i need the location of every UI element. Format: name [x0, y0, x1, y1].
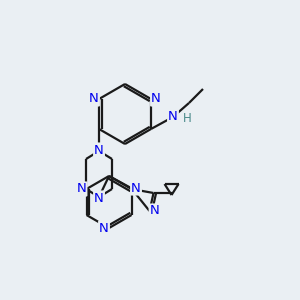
Text: N: N — [94, 143, 104, 157]
Text: N: N — [94, 191, 104, 205]
Text: N: N — [151, 92, 161, 106]
Text: N: N — [150, 205, 159, 218]
Text: N: N — [168, 110, 178, 124]
Text: N: N — [89, 92, 99, 106]
Text: N: N — [131, 182, 141, 194]
Text: H: H — [183, 112, 191, 125]
Text: N: N — [99, 221, 109, 235]
Text: N: N — [76, 182, 86, 196]
